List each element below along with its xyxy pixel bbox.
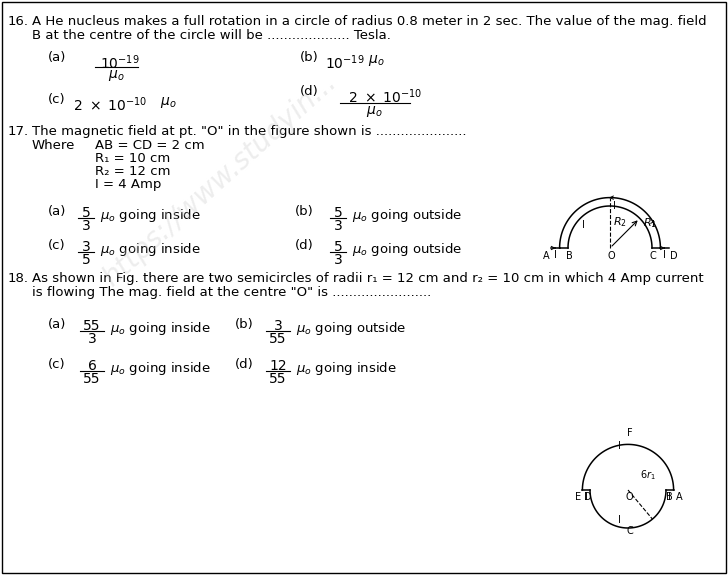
Text: A He nucleus makes a full rotation in a circle of radius 0.8 meter in 2 sec. The: A He nucleus makes a full rotation in a …	[32, 15, 707, 28]
Text: 18.: 18.	[8, 272, 29, 285]
Text: $\mu_o$ going outside: $\mu_o$ going outside	[296, 320, 406, 337]
Text: D: D	[670, 251, 678, 261]
Text: B: B	[566, 251, 573, 261]
Text: (b): (b)	[235, 318, 254, 331]
Text: https://www.studyin...: https://www.studyin...	[98, 68, 342, 292]
Text: $2\ \times\ 10^{-10}$: $2\ \times\ 10^{-10}$	[348, 87, 422, 106]
Text: A: A	[676, 492, 682, 502]
Text: I: I	[668, 492, 671, 502]
Text: (d): (d)	[235, 358, 254, 371]
Text: F: F	[628, 428, 633, 438]
Text: 3: 3	[82, 240, 90, 254]
Text: (c): (c)	[48, 358, 66, 371]
Text: $\mu_o$ going outside: $\mu_o$ going outside	[352, 241, 462, 258]
Text: 3: 3	[87, 332, 96, 346]
Text: A: A	[543, 251, 550, 261]
Text: D: D	[584, 492, 592, 502]
Text: (b): (b)	[300, 51, 319, 64]
Text: (a): (a)	[48, 205, 66, 218]
Text: 16.: 16.	[8, 15, 29, 28]
Text: is flowing The mag. field at the centre "O" is ........................: is flowing The mag. field at the centre …	[32, 286, 431, 299]
Text: $\mu_o$ going inside: $\mu_o$ going inside	[110, 360, 210, 377]
Text: 17.: 17.	[8, 125, 29, 138]
Text: 55: 55	[83, 372, 100, 386]
Text: 55: 55	[83, 319, 100, 333]
Text: R₁ = 10 cm: R₁ = 10 cm	[95, 152, 170, 165]
Text: I: I	[617, 442, 620, 451]
Text: $\mu_o$ going inside: $\mu_o$ going inside	[100, 241, 201, 258]
Text: E: E	[575, 492, 582, 502]
Text: (d): (d)	[300, 85, 319, 98]
Text: $R_1$: $R_1$	[643, 216, 657, 230]
Text: (a): (a)	[48, 51, 66, 64]
Text: 12: 12	[269, 359, 287, 373]
Text: C: C	[627, 526, 633, 536]
Text: 3: 3	[82, 219, 90, 233]
Text: O: O	[625, 492, 633, 502]
Text: I: I	[613, 201, 616, 210]
Text: $\mu_o$ going inside: $\mu_o$ going inside	[100, 207, 201, 224]
Text: $\mu_o$: $\mu_o$	[368, 53, 384, 68]
Text: The magnetic field at pt. "O" in the figure shown is ......................: The magnetic field at pt. "O" in the fig…	[32, 125, 467, 138]
Text: 5: 5	[333, 240, 342, 254]
Text: (c): (c)	[48, 239, 66, 252]
Text: 6: 6	[87, 359, 96, 373]
Text: I = 4 Amp: I = 4 Amp	[95, 178, 162, 191]
Text: O: O	[607, 251, 614, 261]
Text: As shown in Fig. there are two semicircles of radii r₁ = 12 cm and r₂ = 10 cm in: As shown in Fig. there are two semicircl…	[32, 272, 704, 285]
Text: 55: 55	[269, 332, 287, 346]
Text: (a): (a)	[48, 318, 66, 331]
Text: 3: 3	[274, 319, 282, 333]
Text: I: I	[585, 492, 587, 502]
Text: 5: 5	[82, 206, 90, 220]
Text: $6r_1$: $6r_1$	[640, 468, 656, 482]
Text: $\mu_o$: $\mu_o$	[366, 104, 382, 119]
Text: (b): (b)	[295, 205, 314, 218]
Text: $2\ \times\ 10^{-10}$: $2\ \times\ 10^{-10}$	[73, 95, 148, 114]
Text: C: C	[650, 251, 657, 261]
Text: I: I	[663, 250, 666, 260]
Text: 3: 3	[333, 253, 342, 267]
Text: $\mu_o$ going inside: $\mu_o$ going inside	[110, 320, 210, 337]
Text: $10^{-19}$: $10^{-19}$	[325, 53, 365, 72]
Text: $\mu_o$ going outside: $\mu_o$ going outside	[352, 207, 462, 224]
Text: AB = CD = 2 cm: AB = CD = 2 cm	[95, 139, 205, 152]
Text: $R_2$: $R_2$	[613, 216, 627, 229]
Text: I: I	[554, 250, 557, 260]
Text: B: B	[666, 492, 673, 502]
Text: $\mu_o$ going inside: $\mu_o$ going inside	[296, 360, 397, 377]
Text: $\mu_o$: $\mu_o$	[160, 95, 176, 110]
Text: Where: Where	[32, 139, 76, 152]
Text: (d): (d)	[295, 239, 314, 252]
Text: 55: 55	[269, 372, 287, 386]
Text: (c): (c)	[48, 93, 66, 106]
Text: B at the centre of the circle will be .................... Tesla.: B at the centre of the circle will be ..…	[32, 29, 391, 42]
Text: $\mu_o$: $\mu_o$	[108, 68, 124, 83]
Text: $10^{-19}$: $10^{-19}$	[100, 53, 140, 72]
Text: 5: 5	[82, 253, 90, 267]
Text: 3: 3	[333, 219, 342, 233]
Text: I: I	[617, 515, 620, 525]
Text: I: I	[582, 220, 585, 231]
Text: 5: 5	[333, 206, 342, 220]
Text: R₂ = 12 cm: R₂ = 12 cm	[95, 165, 170, 178]
